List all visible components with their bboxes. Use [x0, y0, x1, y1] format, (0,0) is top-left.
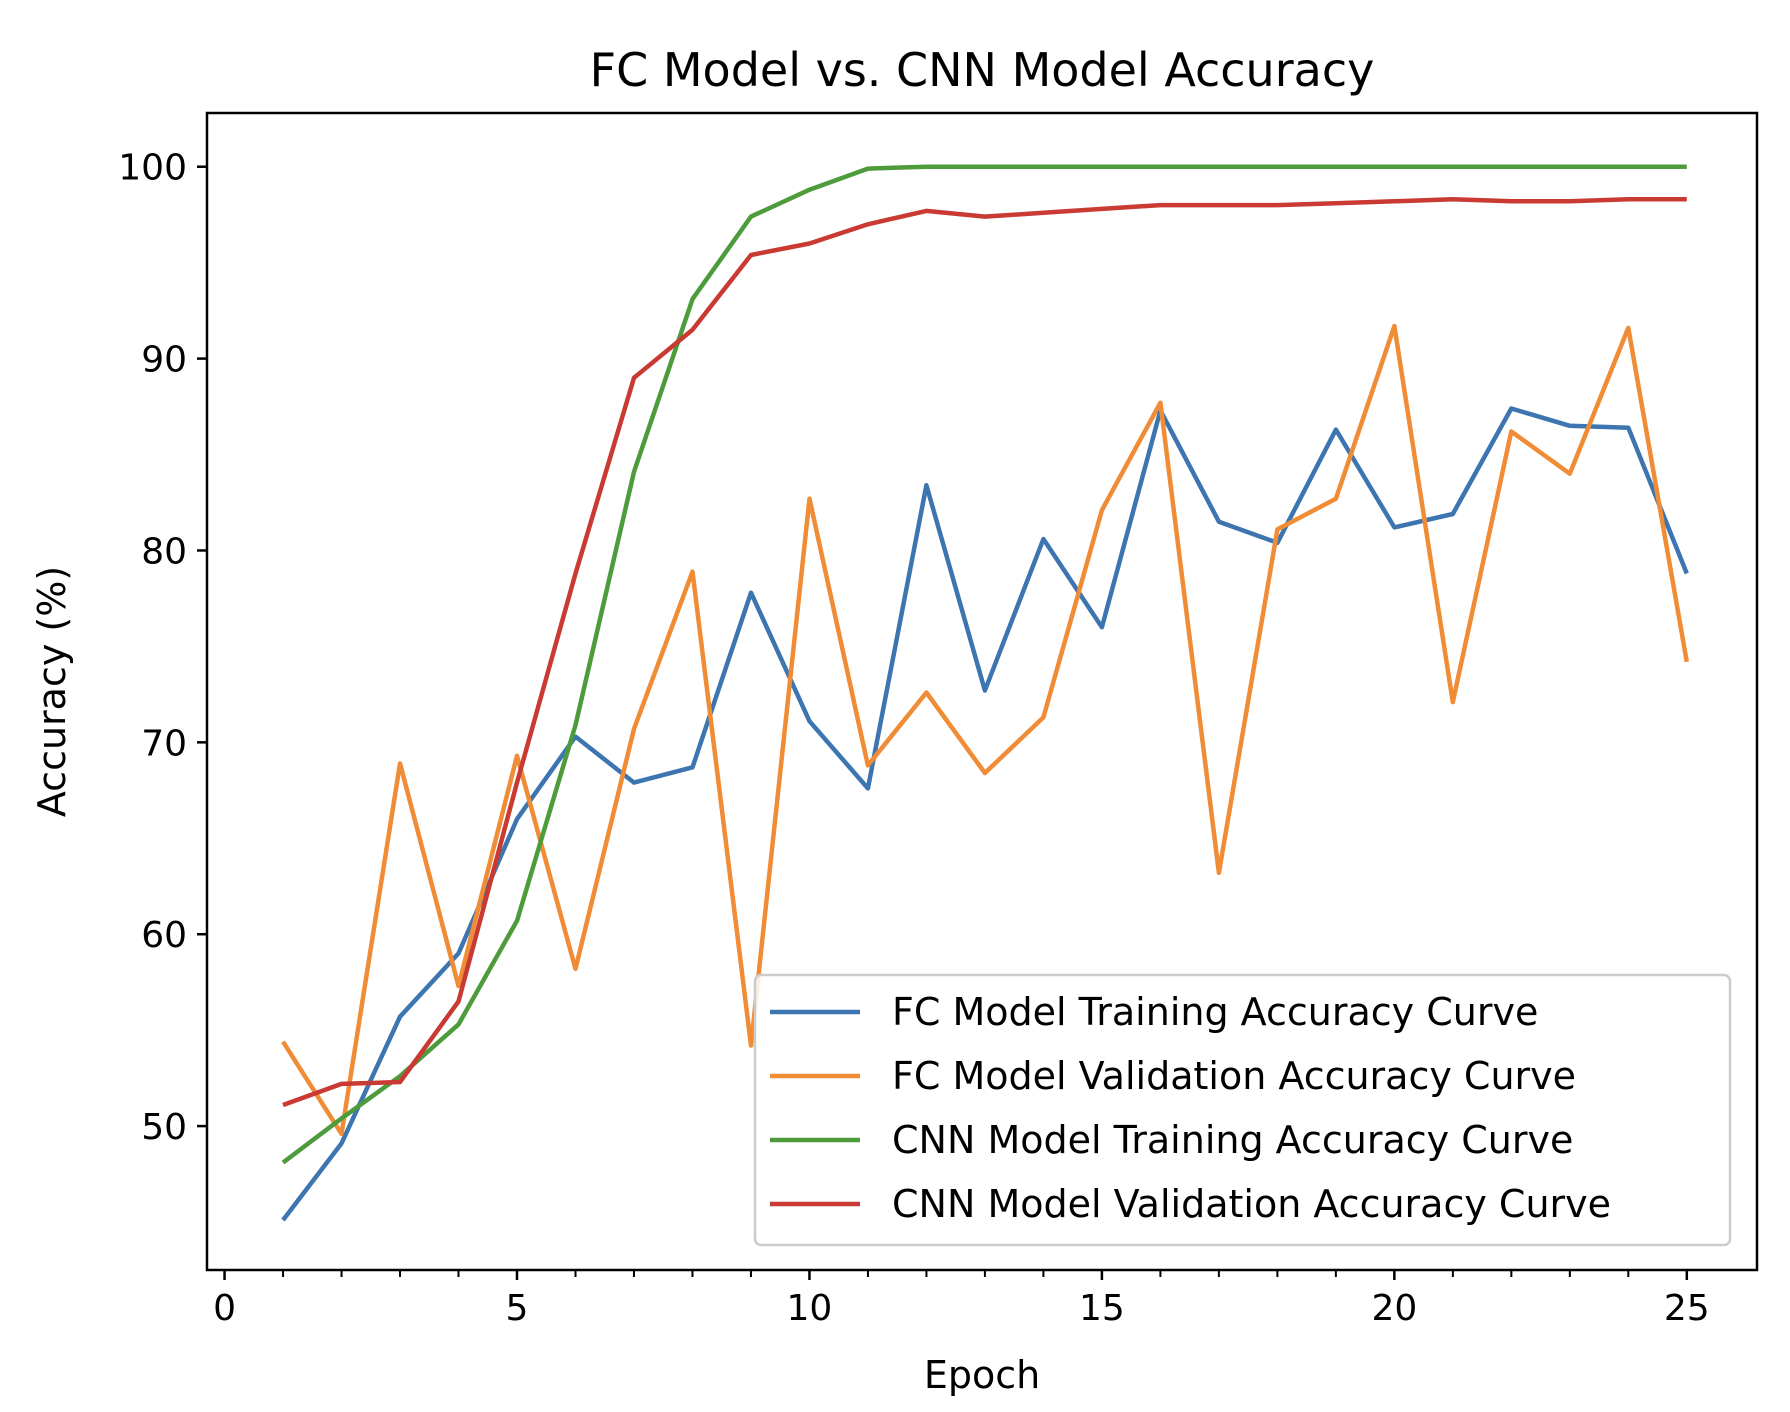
plot-area-frame	[205, 111, 1759, 1272]
legend: FC Model Training Accuracy Curve FC Model…	[753, 973, 1732, 1247]
legend-box	[753, 973, 1732, 1247]
x-tick-label: 15	[1079, 1288, 1125, 1329]
series-line-2	[281, 323, 1690, 1137]
legend-label: CNN Model Validation Accuracy Curve	[892, 1182, 1611, 1226]
series-line-3	[281, 164, 1687, 1165]
series-line-1	[281, 406, 1689, 1222]
y-tick-label: 80	[141, 531, 187, 572]
x-tick-label: 25	[1664, 1288, 1710, 1329]
y-tick-label: 50	[141, 1107, 187, 1148]
chart-title: FC Model vs. CNN Model Accuracy	[590, 43, 1375, 97]
legend-label: FC Model Validation Accuracy Curve	[892, 1054, 1576, 1098]
x-tick-label: 0	[213, 1288, 236, 1329]
y-tick-label: 60	[141, 915, 187, 956]
x-axis-ticks: 0 5 10 15 20 25	[213, 1270, 1710, 1329]
x-tick-label: 5	[506, 1288, 529, 1329]
y-axis-title: Accuracy (%)	[30, 566, 74, 817]
legend-label: CNN Model Training Accuracy Curve	[892, 1118, 1573, 1162]
series-line-4	[282, 197, 1687, 1108]
y-tick-label: 90	[141, 340, 187, 381]
legend-label: FC Model Training Accuracy Curve	[892, 990, 1538, 1034]
y-axis-ticks: 50 60 70 80 90 100	[118, 148, 207, 1148]
x-tick-label: 20	[1371, 1288, 1417, 1329]
y-tick-label: 100	[118, 148, 187, 189]
series-lines	[281, 164, 1690, 1222]
y-tick-label: 70	[141, 723, 187, 764]
x-axis-title: Epoch	[924, 1353, 1040, 1397]
x-tick-label: 10	[787, 1288, 833, 1329]
